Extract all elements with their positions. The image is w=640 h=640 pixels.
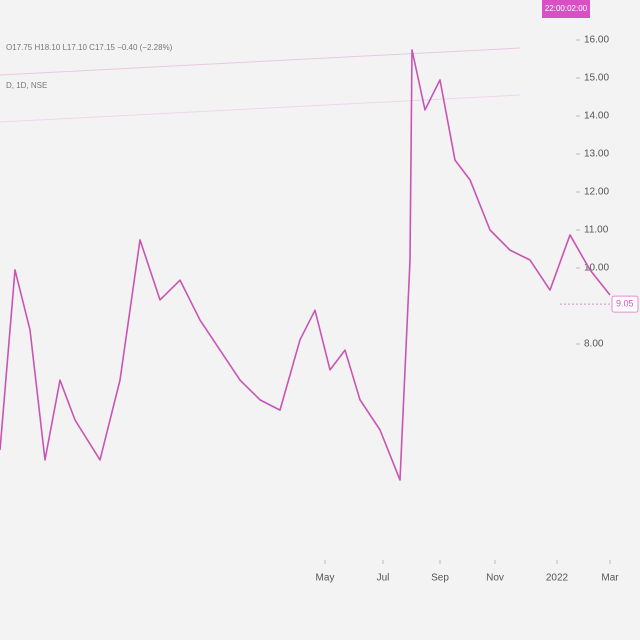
y-tick-label: 13.00 <box>584 149 609 160</box>
time-box <box>542 0 590 18</box>
y-tick-label: 10.00 <box>584 263 609 274</box>
separator <box>0 94 521 123</box>
y-tick-label: 14.00 <box>584 111 609 122</box>
x-tick-label: May <box>316 573 335 584</box>
x-tick-label: Nov <box>486 573 504 584</box>
y-tick-label: 8.00 <box>584 339 604 350</box>
y-tick-label: 12.00 <box>584 187 609 198</box>
last-price-label: 9.05 <box>616 298 634 308</box>
x-tick-label: 2022 <box>546 573 569 584</box>
y-tick-label: 16.00 <box>584 35 609 46</box>
y-tick-label: 15.00 <box>584 73 609 84</box>
x-tick-label: Jul <box>377 573 390 584</box>
price-line <box>0 49 611 481</box>
x-tick-label: Mar <box>601 573 619 584</box>
last-price-box <box>611 295 639 313</box>
legend-text: O17.75 H18.10 L17.10 C17.15 −0.40 (−2.28… <box>6 43 173 52</box>
separator <box>0 47 521 76</box>
time-label: 22:00:02:00 <box>545 4 588 13</box>
x-tick-label: Sep <box>431 573 449 584</box>
symbol-text: D, 1D, NSE <box>6 81 47 90</box>
y-tick-label: 11.00 <box>584 225 609 236</box>
